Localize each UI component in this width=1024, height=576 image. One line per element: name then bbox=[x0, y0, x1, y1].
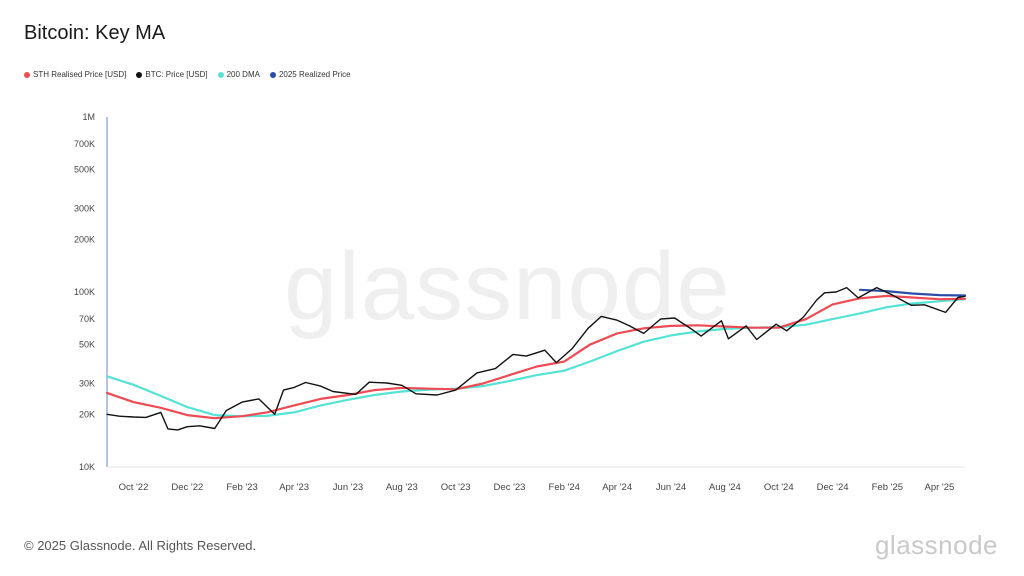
sth-realised-price-line[interactable] bbox=[105, 294, 967, 420]
legend-item-sth[interactable]: STH Realised Price [USD] bbox=[24, 70, 126, 79]
y-tick-label: 50K bbox=[79, 340, 95, 350]
legend-dot-icon bbox=[136, 71, 143, 78]
y-tick-label: 10K bbox=[79, 462, 95, 472]
x-tick-label: Dec '22 bbox=[171, 482, 203, 493]
y-tick-label: 30K bbox=[79, 379, 95, 389]
glassnode-logo: glassnode bbox=[874, 530, 998, 560]
x-tick-label: Aug '23 bbox=[386, 482, 418, 493]
y-tick-label: 20K bbox=[79, 409, 95, 419]
y-tick-label: 300K bbox=[74, 204, 95, 214]
legend-dot-icon bbox=[269, 71, 276, 78]
x-tick-label: Feb '25 bbox=[872, 482, 903, 493]
x-tick-label: Apr '25 bbox=[924, 482, 954, 493]
legend-item-btc-price[interactable]: BTC: Price [USD] bbox=[136, 70, 208, 79]
legend: STH Realised Price [USD] BTC: Price [USD… bbox=[24, 70, 351, 79]
x-tick-label: Jun '23 bbox=[333, 482, 363, 493]
dma-200-line[interactable] bbox=[105, 298, 967, 418]
legend-item-200dma[interactable]: 200 DMA bbox=[217, 70, 260, 79]
x-tick-label: Oct '24 bbox=[764, 482, 794, 493]
x-tick-label: Feb '23 bbox=[226, 482, 257, 493]
legend-item-2025-realized[interactable]: 2025 Realized Price bbox=[269, 70, 351, 79]
x-tick-label: Apr '24 bbox=[602, 482, 632, 493]
x-tick-label: Dec '24 bbox=[817, 482, 849, 493]
x-tick-label: Aug '24 bbox=[709, 482, 741, 493]
legend-label: BTC: Price [USD] bbox=[145, 70, 208, 79]
legend-label: STH Realised Price [USD] bbox=[33, 70, 127, 79]
realized-price-2025-line[interactable] bbox=[858, 288, 967, 297]
legend-label: 2025 Realized Price bbox=[278, 70, 351, 79]
x-tick-label: Apr '23 bbox=[279, 482, 309, 493]
x-tick-label: Jun '24 bbox=[656, 482, 686, 493]
y-tick-label: 200K bbox=[74, 234, 95, 244]
y-tick-label: 700K bbox=[74, 139, 95, 149]
y-tick-label: 1M bbox=[82, 112, 95, 122]
legend-dot-icon bbox=[24, 71, 30, 78]
x-tick-label: Oct '22 bbox=[119, 482, 149, 493]
copyright-text: © 2025 Glassnode. All Rights Reserved. bbox=[24, 538, 257, 553]
x-tick-label: Oct '23 bbox=[441, 482, 471, 493]
chart-title: Bitcoin: Key MA bbox=[24, 22, 166, 44]
legend-label: 200 DMA bbox=[226, 70, 260, 79]
legend-dot-icon bbox=[217, 71, 224, 78]
x-tick-label: Feb '24 bbox=[549, 482, 580, 493]
y-tick-label: 500K bbox=[74, 165, 95, 175]
x-tick-label: Dec '23 bbox=[494, 482, 526, 493]
y-tick-label: 70K bbox=[79, 314, 95, 324]
btc-price-line[interactable] bbox=[106, 286, 966, 431]
y-tick-label: 100K bbox=[74, 287, 95, 297]
